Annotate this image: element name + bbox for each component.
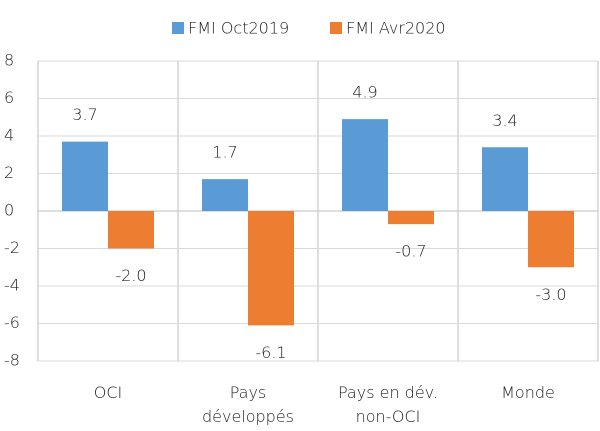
y-tick-label: -2 [4,238,20,257]
data-label: -2.0 [115,266,146,285]
y-tick-label: -4 [4,276,20,295]
data-label: -6.1 [255,343,286,362]
x-tick-line: développés [202,407,294,426]
legend-label: FMI Avr2020 [346,19,446,38]
y-tick-label: -6 [4,313,20,332]
bar [202,179,248,211]
bar [482,147,528,211]
bar [528,211,574,268]
y-tick-label: 8 [4,51,14,70]
y-tick-label: 6 [4,88,14,107]
y-tick-label: 4 [4,126,14,145]
x-tick-line: Pays en dév. [338,383,438,402]
bar [108,211,154,249]
x-tick-line: OCI [94,383,122,402]
legend-swatch [330,22,342,34]
x-tick-line: Pays [230,383,267,402]
bar [342,119,388,211]
y-tick-label: 0 [4,201,14,220]
legend-label: FMI Oct2019 [188,19,289,38]
data-label: -0.7 [395,242,426,261]
x-tick-label: Pays en dév. non-OCI [338,383,438,426]
y-tick-label: 2 [4,163,14,182]
x-tick-line: Monde [501,383,555,402]
bar [388,211,434,225]
x-tick-label: OCI [94,383,122,402]
data-label: 3.4 [492,111,517,130]
y-tick-label: -8 [4,351,20,370]
data-label: -3.0 [535,285,566,304]
x-tick-line: non-OCI [356,407,421,426]
data-label: 3.7 [72,105,97,124]
x-tick-label: Pays développés [202,383,294,426]
data-label: 1.7 [212,143,237,162]
x-tick-label: Monde [501,383,555,402]
data-label: 4.9 [352,83,377,102]
legend-swatch [172,22,184,34]
bar [248,211,294,326]
bar [62,141,108,211]
